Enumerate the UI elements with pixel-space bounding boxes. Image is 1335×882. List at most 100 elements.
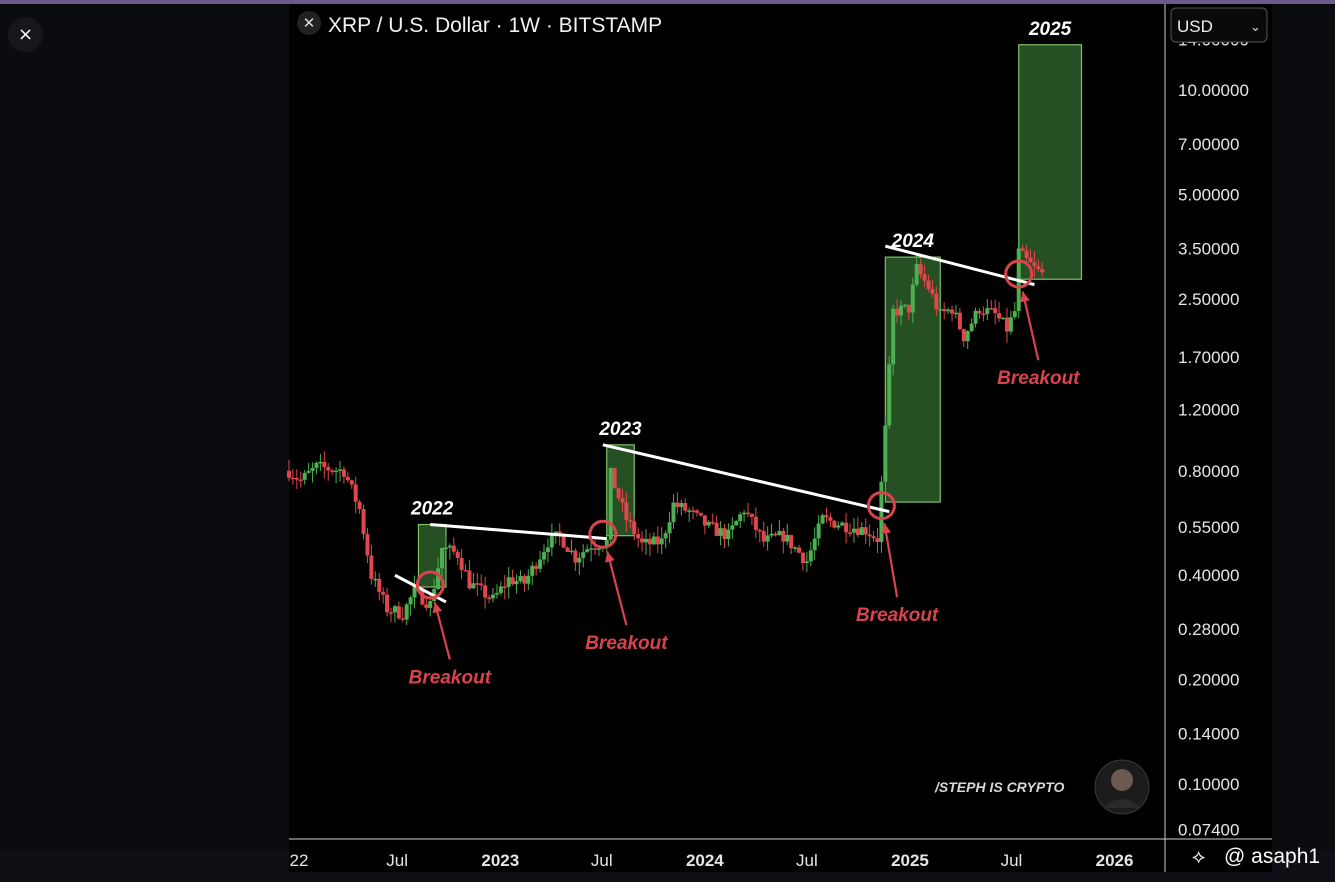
target-zone [1018, 44, 1083, 280]
breakout-circle [415, 570, 445, 600]
candle-body [765, 535, 770, 542]
candle-body [593, 548, 598, 550]
candle-body [569, 550, 574, 553]
candle-body [855, 528, 860, 535]
candle-body [816, 523, 821, 539]
candle-body [549, 534, 554, 548]
candle-body [671, 502, 676, 523]
candle-body [459, 557, 464, 570]
candle-body [946, 309, 951, 312]
candle-body [730, 525, 735, 530]
candle-body [777, 530, 782, 536]
candle-body [851, 528, 856, 533]
candle-body [475, 583, 480, 585]
candle-body [596, 548, 601, 550]
zone-year-label: 2023 [598, 419, 642, 440]
candle-body [840, 522, 845, 526]
candle-body [883, 425, 888, 482]
zone-year-label: 2024 [891, 231, 935, 252]
candle-body [687, 510, 692, 512]
candle-body [902, 304, 907, 307]
candle-body [981, 313, 986, 316]
price-tick-label: 1.20000 [1178, 401, 1239, 420]
candle-body [828, 517, 833, 521]
time-tick-label: 2026 [1096, 851, 1134, 870]
candle-body [710, 521, 715, 524]
share-icon: ⟡ [1192, 844, 1205, 868]
candle-body [616, 488, 621, 499]
candle-body [797, 547, 802, 553]
candle-body [1024, 250, 1029, 258]
candle-body [789, 534, 794, 549]
candle-body [804, 561, 809, 563]
candle-body [887, 364, 892, 426]
currency-label: USD [1177, 17, 1213, 36]
candle-body [471, 583, 476, 589]
candle-body [953, 312, 958, 315]
candle-body [577, 557, 582, 563]
candle-body [714, 522, 719, 536]
breakout-arrowhead [881, 523, 892, 535]
close-symbol-icon[interactable] [297, 11, 321, 35]
candle-body [1020, 248, 1025, 251]
candle-body [895, 308, 900, 316]
candle-body [808, 550, 813, 562]
candle-body [746, 512, 751, 515]
breakout-annotations: Breakout Breakout Breakout Breakout [409, 259, 1080, 689]
candle-body [659, 538, 664, 545]
candle-body [899, 305, 904, 316]
candle-body [612, 468, 617, 489]
candle-body [392, 606, 397, 613]
candle-body [326, 467, 331, 471]
chevron-down-icon: ⌄ [1250, 20, 1261, 35]
candle-body [632, 521, 637, 535]
candle-body [875, 538, 880, 543]
candle-body [302, 472, 307, 480]
candle-body [820, 515, 825, 524]
candle-body [800, 552, 805, 563]
avatar-head [1111, 769, 1133, 791]
candle-body [675, 502, 680, 507]
candle-body [628, 520, 633, 522]
candle-body [934, 293, 939, 310]
candle-body [487, 597, 492, 600]
candle-body [373, 578, 378, 581]
candle-body [961, 329, 966, 342]
breakout-label: Breakout [856, 605, 939, 626]
zone-year-label: 2025 [1028, 19, 1072, 40]
candle-body [644, 538, 649, 543]
candle-body [640, 538, 645, 543]
candle-body [565, 547, 570, 553]
candle-body [957, 312, 962, 330]
candle-body [522, 576, 527, 584]
candle-body [859, 527, 864, 535]
candle-body [1008, 317, 1013, 332]
watermark: /STEPH IS CRYPTO ⟡ @ asaph1 [934, 759, 1320, 868]
price-tick-label: 0.20000 [1178, 671, 1239, 690]
candle-body [314, 462, 319, 468]
price-tick-label: 3.50000 [1178, 239, 1239, 258]
candle-body [636, 534, 641, 539]
price-tick-label: 5.00000 [1178, 185, 1239, 204]
candle-body [871, 536, 876, 539]
candle-body [581, 552, 586, 558]
price-axis: 14.0000010.000007.000005.000003.500002.5… [1164, 4, 1249, 872]
candle-body [428, 601, 433, 608]
close-button[interactable]: × [8, 17, 43, 52]
candle-body [455, 551, 460, 558]
candle-body [749, 513, 754, 517]
candle-body [977, 310, 982, 314]
candle-body [389, 612, 394, 614]
candle-body [722, 528, 727, 540]
candle-body [844, 522, 849, 533]
candle-body [440, 547, 445, 569]
candle-body [973, 310, 978, 324]
candle-body [918, 264, 923, 275]
candle-body [726, 529, 731, 540]
candle-body [451, 545, 456, 552]
candle-body [357, 501, 362, 509]
currency-select[interactable] [1170, 7, 1268, 43]
trendline [430, 523, 607, 541]
candle-body [412, 585, 417, 598]
